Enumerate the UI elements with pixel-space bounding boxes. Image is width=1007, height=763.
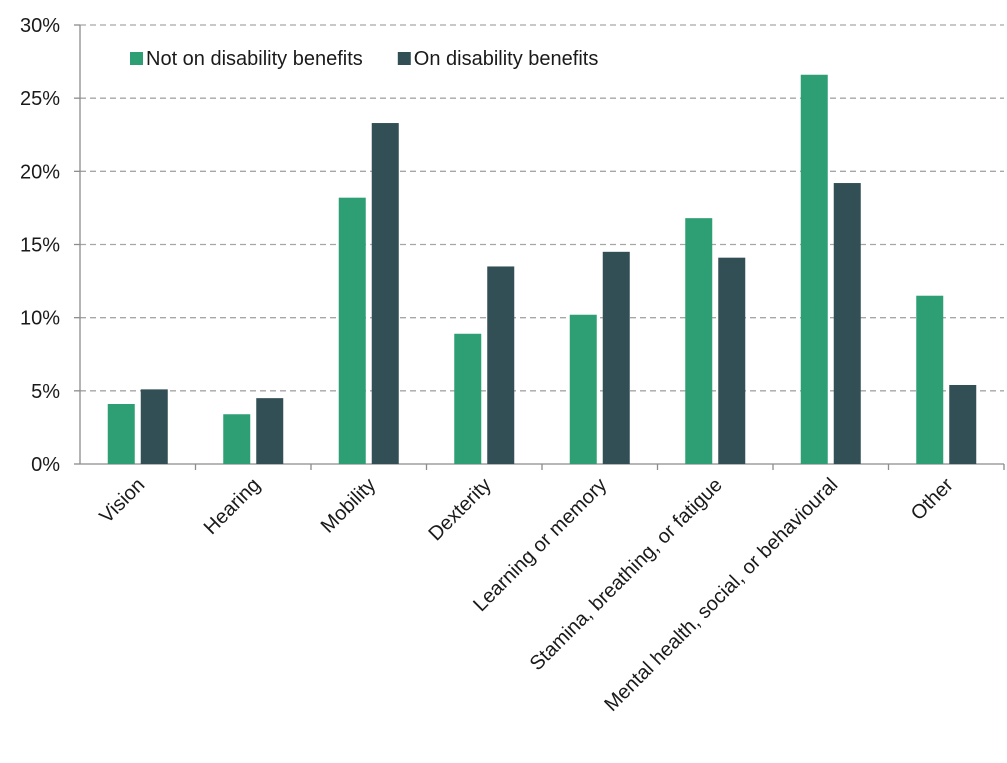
bar <box>685 218 713 464</box>
bar <box>338 197 366 464</box>
legend-label: On disability benefits <box>414 48 599 70</box>
bar <box>718 257 746 464</box>
x-tick-label: Other <box>907 474 958 525</box>
x-tick-label: Mobility <box>317 474 380 537</box>
gridlines <box>80 24 1004 392</box>
x-tick-label: Vision <box>95 474 149 528</box>
y-tick-label: 0% <box>31 454 60 476</box>
y-tick-label: 20% <box>20 161 60 183</box>
y-tick-label: 15% <box>20 235 60 257</box>
legend: Not on disability benefits On disability … <box>130 48 598 70</box>
bar <box>140 389 168 464</box>
y-tick-label: 5% <box>31 381 60 403</box>
axes: 0% 5% 10% 15% 20% 25% 30% <box>20 15 1005 476</box>
bar <box>602 251 630 464</box>
x-tick-label: Mental health, social, or behavioural <box>600 474 842 716</box>
bar <box>107 404 135 464</box>
legend-swatch <box>397 52 411 65</box>
bar <box>949 384 977 464</box>
bar <box>916 295 944 464</box>
legend-label: Not on disability benefits <box>146 48 363 70</box>
bar <box>454 333 482 464</box>
bar <box>371 123 399 464</box>
bar <box>256 398 284 464</box>
bars <box>107 74 977 465</box>
bar <box>800 74 828 465</box>
x-tick-label: Hearing <box>200 474 265 539</box>
bar <box>223 414 251 464</box>
legend-swatch <box>130 52 143 65</box>
y-tick-label: 25% <box>20 88 60 110</box>
x-tick-label: Dexterity <box>424 474 495 545</box>
bar <box>487 266 515 464</box>
x-tick-label: Stamina, breathing, or fatigue <box>526 474 727 675</box>
y-tick-label: 30% <box>20 15 60 37</box>
bar <box>833 183 861 465</box>
y-tick-label: 10% <box>20 308 60 330</box>
bar <box>569 314 597 464</box>
